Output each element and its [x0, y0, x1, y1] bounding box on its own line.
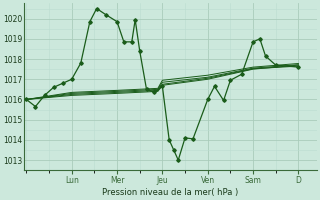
X-axis label: Pression niveau de la mer( hPa ): Pression niveau de la mer( hPa ) [102, 188, 238, 197]
